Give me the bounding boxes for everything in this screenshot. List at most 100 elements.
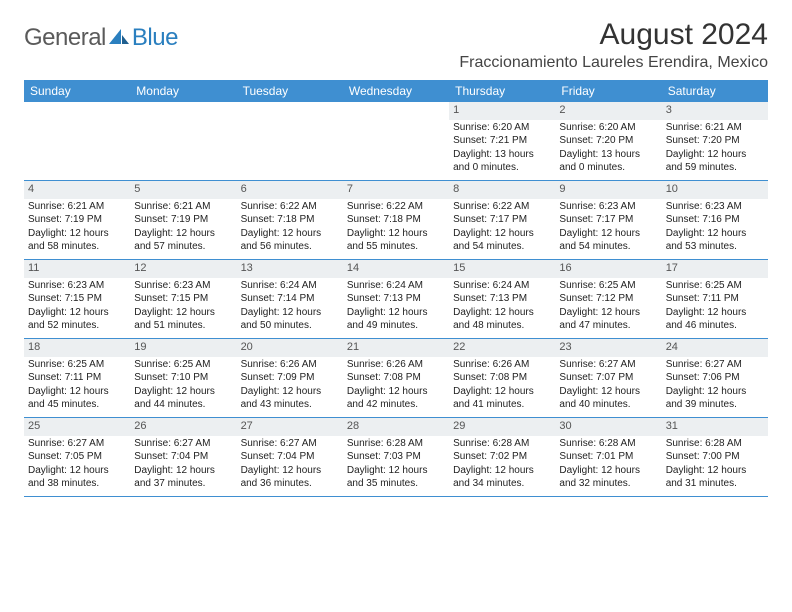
day-number: 3: [662, 102, 768, 120]
weekday-thu: Thursday: [449, 80, 555, 102]
day-number: 26: [130, 418, 236, 436]
day-body: Sunrise: 6:27 AMSunset: 7:07 PMDaylight:…: [555, 357, 661, 415]
sunrise-text: Sunrise: 6:28 AM: [347, 438, 445, 451]
daylight-text: and 34 minutes.: [453, 478, 551, 491]
sunset-text: Sunset: 7:19 PM: [28, 214, 126, 227]
day-cell: 24Sunrise: 6:27 AMSunset: 7:06 PMDayligh…: [662, 339, 768, 417]
daylight-text: and 53 minutes.: [666, 241, 764, 254]
week-row: 11Sunrise: 6:23 AMSunset: 7:15 PMDayligh…: [24, 260, 768, 339]
daylight-text: Daylight: 12 hours: [559, 465, 657, 478]
week-row: 4Sunrise: 6:21 AMSunset: 7:19 PMDaylight…: [24, 181, 768, 260]
day-body: Sunrise: 6:24 AMSunset: 7:13 PMDaylight:…: [449, 278, 555, 336]
sunrise-text: Sunrise: 6:24 AM: [347, 280, 445, 293]
weekday-wed: Wednesday: [343, 80, 449, 102]
day-body: Sunrise: 6:22 AMSunset: 7:18 PMDaylight:…: [343, 199, 449, 257]
sunset-text: Sunset: 7:21 PM: [453, 135, 551, 148]
daylight-text: and 31 minutes.: [666, 478, 764, 491]
daylight-text: Daylight: 12 hours: [241, 228, 339, 241]
sunrise-text: Sunrise: 6:24 AM: [241, 280, 339, 293]
day-number: 16: [555, 260, 661, 278]
sunrise-text: Sunrise: 6:27 AM: [559, 359, 657, 372]
sunrise-text: Sunrise: 6:21 AM: [666, 122, 764, 135]
day-number: 25: [24, 418, 130, 436]
day-number: 20: [237, 339, 343, 357]
weekday-tue: Tuesday: [237, 80, 343, 102]
day-cell: 7Sunrise: 6:22 AMSunset: 7:18 PMDaylight…: [343, 181, 449, 259]
day-cell: 23Sunrise: 6:27 AMSunset: 7:07 PMDayligh…: [555, 339, 661, 417]
sunset-text: Sunset: 7:10 PM: [134, 372, 232, 385]
sunset-text: Sunset: 7:17 PM: [453, 214, 551, 227]
daylight-text: Daylight: 12 hours: [559, 228, 657, 241]
day-body: Sunrise: 6:26 AMSunset: 7:08 PMDaylight:…: [449, 357, 555, 415]
sunrise-text: Sunrise: 6:28 AM: [666, 438, 764, 451]
brand-logo: General Blue: [24, 18, 178, 52]
sunrise-text: Sunrise: 6:25 AM: [134, 359, 232, 372]
day-number: 13: [237, 260, 343, 278]
daylight-text: Daylight: 12 hours: [666, 307, 764, 320]
day-number: 6: [237, 181, 343, 199]
weekday-header-row: Sunday Monday Tuesday Wednesday Thursday…: [24, 80, 768, 102]
daylight-text: and 43 minutes.: [241, 399, 339, 412]
day-number: 14: [343, 260, 449, 278]
sunset-text: Sunset: 7:14 PM: [241, 293, 339, 306]
day-cell: 16Sunrise: 6:25 AMSunset: 7:12 PMDayligh…: [555, 260, 661, 338]
sunrise-text: Sunrise: 6:28 AM: [453, 438, 551, 451]
day-cell: 26Sunrise: 6:27 AMSunset: 7:04 PMDayligh…: [130, 418, 236, 496]
day-body: Sunrise: 6:24 AMSunset: 7:13 PMDaylight:…: [343, 278, 449, 336]
daylight-text: and 46 minutes.: [666, 320, 764, 333]
sunrise-text: Sunrise: 6:22 AM: [241, 201, 339, 214]
day-cell: 2Sunrise: 6:20 AMSunset: 7:20 PMDaylight…: [555, 102, 661, 180]
day-number: 23: [555, 339, 661, 357]
month-title: August 2024: [459, 18, 768, 52]
day-body: Sunrise: 6:26 AMSunset: 7:08 PMDaylight:…: [343, 357, 449, 415]
sunset-text: Sunset: 7:17 PM: [559, 214, 657, 227]
daylight-text: and 38 minutes.: [28, 478, 126, 491]
daylight-text: Daylight: 12 hours: [559, 386, 657, 399]
daylight-text: and 42 minutes.: [347, 399, 445, 412]
sunrise-text: Sunrise: 6:25 AM: [559, 280, 657, 293]
daylight-text: Daylight: 12 hours: [28, 465, 126, 478]
sunset-text: Sunset: 7:04 PM: [241, 451, 339, 464]
sunrise-text: Sunrise: 6:22 AM: [453, 201, 551, 214]
day-cell: 25Sunrise: 6:27 AMSunset: 7:05 PMDayligh…: [24, 418, 130, 496]
daylight-text: Daylight: 12 hours: [453, 307, 551, 320]
day-cell: 17Sunrise: 6:25 AMSunset: 7:11 PMDayligh…: [662, 260, 768, 338]
week-row: 25Sunrise: 6:27 AMSunset: 7:05 PMDayligh…: [24, 418, 768, 497]
day-cell: 22Sunrise: 6:26 AMSunset: 7:08 PMDayligh…: [449, 339, 555, 417]
sunrise-text: Sunrise: 6:28 AM: [559, 438, 657, 451]
daylight-text: Daylight: 12 hours: [241, 307, 339, 320]
day-cell: 10Sunrise: 6:23 AMSunset: 7:16 PMDayligh…: [662, 181, 768, 259]
day-body: Sunrise: 6:22 AMSunset: 7:18 PMDaylight:…: [237, 199, 343, 257]
day-cell: 13 Sunrise: 6:24 AMSunset: 7:14 PMDayligh…: [237, 260, 343, 338]
sunrise-text: Sunrise: 6:22 AM: [347, 201, 445, 214]
sunset-text: Sunset: 7:05 PM: [28, 451, 126, 464]
day-cell: 20Sunrise: 6:26 AMSunset: 7:09 PMDayligh…: [237, 339, 343, 417]
day-number: 2: [555, 102, 661, 120]
sunrise-text: Sunrise: 6:27 AM: [134, 438, 232, 451]
daylight-text: and 50 minutes.: [241, 320, 339, 333]
location-text: Fraccionamiento Laureles Erendira, Mexic…: [459, 54, 768, 72]
day-number: 15: [449, 260, 555, 278]
day-body: Sunrise: 6:27 AMSunset: 7:04 PMDaylight:…: [130, 436, 236, 494]
daylight-text: and 52 minutes.: [28, 320, 126, 333]
sunset-text: Sunset: 7:20 PM: [559, 135, 657, 148]
sunset-text: Sunset: 7:13 PM: [347, 293, 445, 306]
day-body: Sunrise: 6:20 AMSunset: 7:21 PMDaylight:…: [449, 120, 555, 178]
daylight-text: Daylight: 12 hours: [347, 465, 445, 478]
day-number: 7: [343, 181, 449, 199]
day-cell: 29Sunrise: 6:28 AMSunset: 7:02 PMDayligh…: [449, 418, 555, 496]
daylight-text: Daylight: 12 hours: [134, 307, 232, 320]
sunset-text: Sunset: 7:07 PM: [559, 372, 657, 385]
daylight-text: Daylight: 12 hours: [666, 149, 764, 162]
day-cell: 8Sunrise: 6:22 AMSunset: 7:17 PMDaylight…: [449, 181, 555, 259]
day-number: 1: [449, 102, 555, 120]
daylight-text: and 45 minutes.: [28, 399, 126, 412]
day-body: Sunrise: 6:25 AMSunset: 7:12 PMDaylight:…: [555, 278, 661, 336]
day-number: 12: [130, 260, 236, 278]
day-number: 19: [130, 339, 236, 357]
sunrise-text: Sunrise: 6:27 AM: [666, 359, 764, 372]
day-cell: 31Sunrise: 6:28 AMSunset: 7:00 PMDayligh…: [662, 418, 768, 496]
daylight-text: and 48 minutes.: [453, 320, 551, 333]
sunset-text: Sunset: 7:12 PM: [559, 293, 657, 306]
daylight-text: and 40 minutes.: [559, 399, 657, 412]
